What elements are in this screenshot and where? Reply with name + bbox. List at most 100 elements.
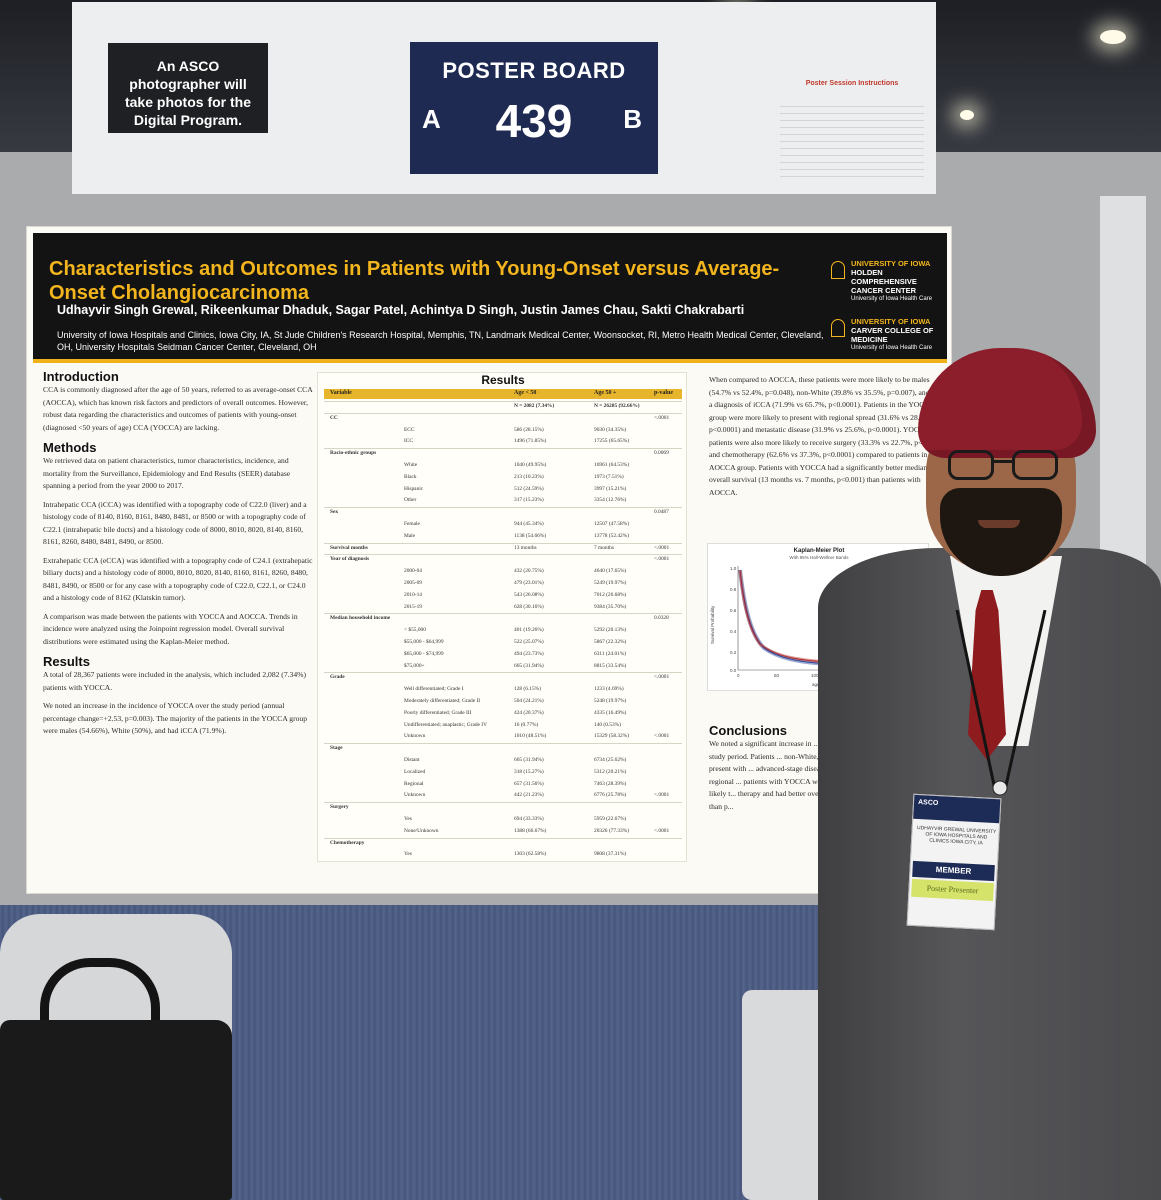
table-cell: <.0001 xyxy=(654,556,670,563)
conclusions-heading: Conclusions xyxy=(709,723,788,738)
presenter-turban xyxy=(918,348,1096,458)
table-cell: 16 (0.77%) xyxy=(514,721,539,728)
table-row: Poorly differentiated; Grade III 424 (20.… xyxy=(324,709,682,718)
table-cell: None/Unknown xyxy=(404,827,439,834)
table-row: Other 317 (15.23%) 3354 (12.76%) xyxy=(324,496,682,505)
intro-text: CCA is commonly diagnosed after the age … xyxy=(43,385,313,432)
table-cell: Localized xyxy=(404,768,426,775)
table-cell: Racio-ethnic groups xyxy=(330,450,377,457)
table-cell: Regional xyxy=(404,780,424,787)
table-cell: 15329 (58.32%) xyxy=(594,733,630,740)
table-cell: 1388 (66.67%) xyxy=(514,827,547,834)
table-row: Surgery xyxy=(324,803,682,812)
glasses-lens xyxy=(1012,450,1058,480)
table-cell: Grade xyxy=(330,674,345,681)
table-row: 2010-14 543 (26.08%) 7012 (26.68%) xyxy=(324,591,682,600)
table-cell: Undifferentiated; anaplastic; Grade IV xyxy=(404,721,487,728)
km-y-tick: 0.6 xyxy=(730,608,737,613)
table-row: White 1040 (49.95%) 16961 (64.53%) xyxy=(324,461,682,470)
table-cell: Moderately differentiated; Grade II xyxy=(404,698,481,704)
table-row: Undifferentiated; anaplastic; Grade IV 16… xyxy=(324,721,682,730)
table-cell: Hispanic xyxy=(404,485,424,492)
methods-text: A comparison was made between the patien… xyxy=(43,611,298,646)
poster-authors: Udhayvir Singh Grewal, Rikeenkumar Dhadu… xyxy=(57,303,745,317)
table-cell: $65,000 - $74,999 xyxy=(404,650,444,657)
table-cell: 442 (21.23%) xyxy=(514,792,544,799)
glasses xyxy=(948,450,1060,482)
table-row: CC <.0001 xyxy=(324,414,682,423)
table-divider xyxy=(324,613,682,615)
table-cell: < $55,000 xyxy=(404,627,426,634)
research-poster: Characteristics and Outcomes in Patients… xyxy=(26,226,952,894)
results-table-title: Results xyxy=(481,373,525,387)
table-cell: Yes xyxy=(404,851,412,858)
table-cell: Black xyxy=(404,473,417,480)
table-divider xyxy=(324,412,682,414)
table-row: Chemotherapy xyxy=(324,839,682,848)
table-row: ICC 1496 (71.85%) 17255 (65.65%) xyxy=(324,437,682,446)
table-cell: 128 (6.15%) xyxy=(514,686,541,693)
comparison-text: When compared to AOCCA, these patients w… xyxy=(709,375,946,497)
board-number-box: POSTER BOARD A 439 B xyxy=(410,42,658,174)
table-cell: 432 (20.75%) xyxy=(514,568,544,575)
ceiling-light xyxy=(1100,30,1126,44)
table-row: Yes 1303 (62.58%) 9808 (37.31%) xyxy=(324,850,682,859)
table-cell: 504 (24.21%) xyxy=(514,698,544,704)
table-row: Median household income 0.0328 xyxy=(324,614,682,623)
table-row: Distant 665 (31.94%) 6734 (25.62%) xyxy=(324,756,682,765)
table-row: Stage xyxy=(324,744,682,753)
table-cell: 1233 (4.69%) xyxy=(594,686,624,693)
table-cell: 4640 (17.65%) xyxy=(594,568,627,575)
table-cell: 5249 (19.97%) xyxy=(594,580,627,586)
km-x-tick: 0 xyxy=(737,673,740,678)
table-cell: Chemotherapy xyxy=(330,839,365,846)
table-cell: 479 (23.01%) xyxy=(514,580,544,586)
km-subtitle: With 95% Hall-Wellner Bands xyxy=(789,555,849,560)
table-cell: 317 (15.23%) xyxy=(514,497,544,504)
table-row: Survival months 13 months 7 months <.0001 xyxy=(324,544,682,553)
table-cell: Distant xyxy=(404,757,420,763)
table-row: Female 944 (45.34%) 12507 (47.58%) xyxy=(324,520,682,529)
km-title: Kaplan-Meier Plot xyxy=(793,548,845,554)
table-cell: $55,000 - $64,999 xyxy=(404,639,444,645)
poster-header: Characteristics and Outcomes in Patients… xyxy=(33,233,947,359)
board-label: POSTER BOARD xyxy=(442,58,626,83)
table-cell: 8815 (33.54%) xyxy=(594,662,627,669)
table-header-cell: p-value xyxy=(654,390,674,396)
table-row: Well differentiated; Grade I 128 (6.15%) 1… xyxy=(324,685,682,694)
table-row: 2005-09 479 (23.01%) 5249 (19.97%) xyxy=(324,579,682,588)
table-cell: Yes xyxy=(404,816,412,822)
table-cell: 7012 (26.68%) xyxy=(594,591,627,598)
badge-name: UDHAYVIR GREWAL UNIVERSITY OF IOWA HOSPI… xyxy=(916,825,997,847)
poster-affiliations: University of Iowa Hospitals and Clinics… xyxy=(57,330,824,352)
table-cell: 9030 (34.35%) xyxy=(594,426,627,433)
km-ylabel: Survival Probability xyxy=(710,605,715,644)
photographer-note: An ASCO photographer will take photos fo… xyxy=(108,43,268,133)
table-cell: 2005-09 xyxy=(404,580,422,586)
table-cell: 1040 (49.95%) xyxy=(514,462,547,468)
leather-bag xyxy=(0,1020,232,1200)
table-row: Racio-ethnic groups 0.0069 xyxy=(324,449,682,458)
table-row: Moderately differentiated; Grade II 504 (… xyxy=(324,697,682,706)
table-header-cell: Age < 50 xyxy=(514,390,537,396)
table-row: Black 213 (10.23%) 1973 (7.51%) xyxy=(324,473,682,482)
results-heading: Results xyxy=(43,654,90,669)
table-cell: 424 (20.37%) xyxy=(514,709,544,716)
table-cell: <.0001 xyxy=(654,674,670,681)
table-cell: 5867 (22.32%) xyxy=(594,639,627,645)
table-cell: 0.0328 xyxy=(654,615,669,622)
table-cell: 1138 (54.66%) xyxy=(514,532,547,539)
table-cell: 1496 (71.85%) xyxy=(514,438,547,445)
table-cell: 9808 (37.31%) xyxy=(594,851,627,858)
ceiling-light xyxy=(960,110,974,120)
table-cell: 16961 (64.53%) xyxy=(594,462,630,468)
table-cell: 3997 (15.21%) xyxy=(594,485,627,492)
km-x-tick: 50 xyxy=(774,673,780,678)
presenter-mouth xyxy=(978,520,1020,528)
header-gold-bar xyxy=(33,359,947,363)
table-cell: 7 months xyxy=(594,544,614,551)
table-cell: 6776 (25.78%) xyxy=(594,792,627,799)
logo-line: UNIVERSITY OF IOWA xyxy=(851,317,931,326)
table-divider xyxy=(324,542,682,544)
